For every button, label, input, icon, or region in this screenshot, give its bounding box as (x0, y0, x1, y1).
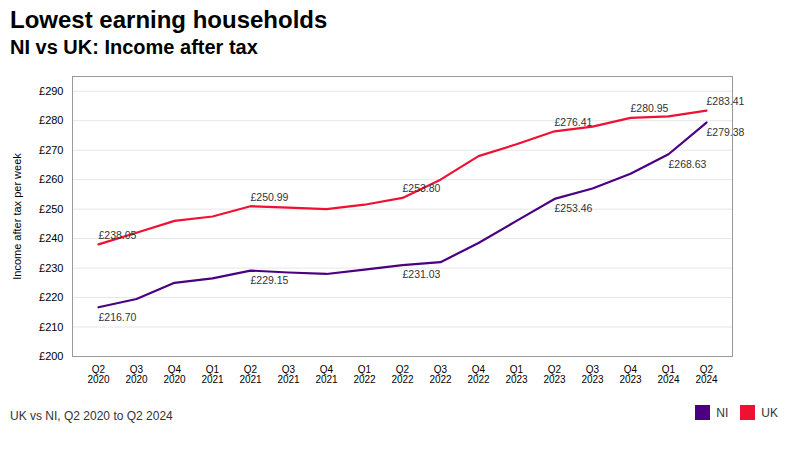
svg-text:Q32022: Q32022 (429, 364, 452, 385)
svg-text:£279.38: £279.38 (707, 126, 745, 138)
svg-text:£250.99: £250.99 (251, 191, 289, 203)
svg-text:Q12021: Q12021 (201, 364, 224, 385)
svg-text:Q32020: Q32020 (125, 364, 148, 385)
svg-text:£280.95: £280.95 (631, 102, 669, 114)
svg-text:£276.41: £276.41 (555, 116, 593, 128)
svg-text:£230: £230 (39, 262, 63, 274)
svg-text:£280: £280 (39, 114, 63, 126)
svg-text:£260: £260 (39, 173, 63, 185)
svg-text:Q22024: Q22024 (695, 364, 718, 385)
svg-text:£250: £250 (39, 203, 63, 215)
svg-text:Q22020: Q22020 (87, 364, 110, 385)
svg-text:Q42022: Q42022 (467, 364, 490, 385)
svg-text:Q12023: Q12023 (505, 364, 528, 385)
html-text:Lowest earning households: Lowest earning households (10, 6, 328, 33)
svg-text:Q42023: Q42023 (619, 364, 642, 385)
svg-text:Q22021: Q22021 (239, 364, 262, 385)
svg-text:£240: £240 (39, 232, 63, 244)
svg-text:Q42021: Q42021 (315, 364, 338, 385)
svg-text:Q12024: Q12024 (657, 364, 680, 385)
html-text:UK vs NI, Q2 2020 to Q2 2024: UK vs NI, Q2 2020 to Q2 2024 (10, 408, 173, 423)
svg-text:£268.63: £268.63 (669, 158, 707, 170)
svg-text:£229.15: £229.15 (251, 274, 289, 286)
svg-text:Income after tax per week: Income after tax per week (11, 153, 23, 280)
svg-text:Q32021: Q32021 (277, 364, 300, 385)
svg-text:Q12022: Q12022 (353, 364, 376, 385)
svg-text:£253.80: £253.80 (403, 182, 441, 194)
svg-text:£200: £200 (39, 350, 63, 362)
svg-text:Q22022: Q22022 (391, 364, 414, 385)
svg-text:£238.05: £238.05 (99, 229, 137, 241)
svg-text:£270: £270 (39, 144, 63, 156)
svg-text:£283.41: £283.41 (707, 95, 745, 107)
html-text:UK: UK (761, 405, 778, 420)
svg-text:Q22023: Q22023 (543, 364, 566, 385)
html-text:NI: NI (716, 405, 729, 420)
html-text:NI vs UK: Income after tax: NI vs UK: Income after tax (10, 36, 258, 58)
svg-text:£210: £210 (39, 321, 63, 333)
svg-text:Q32023: Q32023 (581, 364, 604, 385)
svg-text:£253.46: £253.46 (555, 202, 593, 214)
svg-text:£290: £290 (39, 85, 63, 97)
svg-text:£216.70: £216.70 (99, 311, 137, 323)
svg-text:Q42020: Q42020 (163, 364, 186, 385)
svg-text:£220: £220 (39, 291, 63, 303)
svg-text:£231.03: £231.03 (403, 268, 441, 280)
